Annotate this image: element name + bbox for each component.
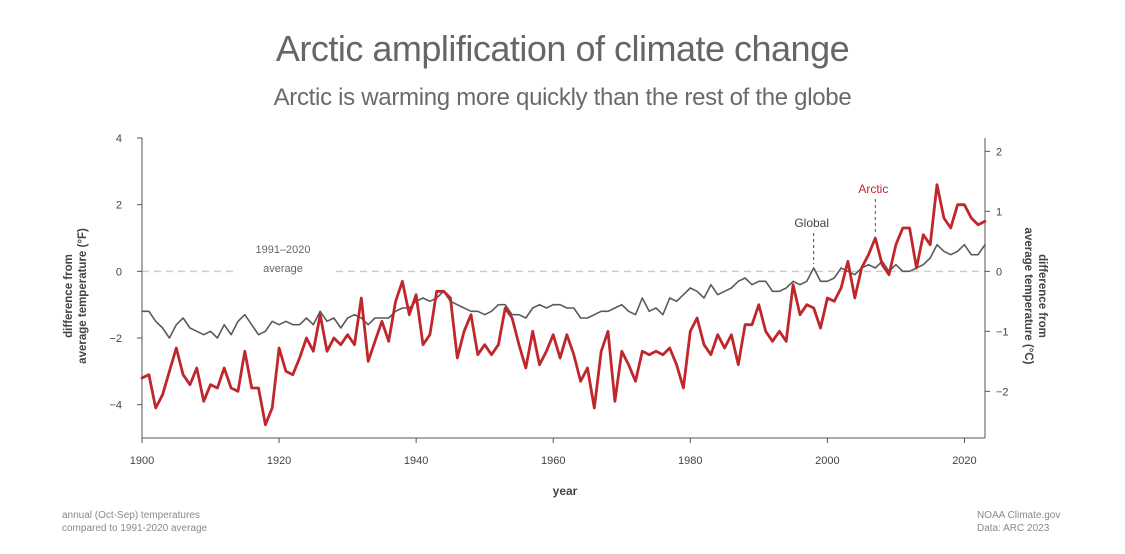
right-y-tick-label: 1 (996, 206, 1002, 218)
left-y-tick-label: 2 (116, 200, 122, 212)
baseline-label-line-1: 1991–2020 (255, 244, 310, 256)
right-y-tick-label: −1 (996, 326, 1009, 338)
x-axis-title: year (553, 484, 578, 498)
global-annotation-label: Global (794, 216, 829, 230)
x-tick-label: 1960 (541, 455, 565, 467)
footnote-left-line-1: annual (Oct-Sep) temperatures (62, 510, 200, 521)
footnote-left-line-2: compared to 1991-2020 average (62, 523, 208, 534)
right-y-tick-label: 2 (996, 146, 1002, 158)
left-y-tick-label: 4 (116, 133, 122, 145)
right-y-tick-label: 0 (996, 266, 1002, 278)
x-tick-label: 1920 (267, 455, 291, 467)
right-y-axis-title-line: average temperature (°C) (1022, 228, 1034, 365)
footnote-right: NOAA Climate.gov Data: ARC 2023 (977, 509, 1060, 535)
right-y-tick-label: −2 (996, 386, 1009, 398)
left-y-tick-label: 0 (116, 266, 122, 278)
right-y-axis-title-line: difference from (1036, 254, 1048, 338)
x-tick-label: 2020 (952, 455, 976, 467)
left-y-tick-label: −2 (109, 333, 122, 345)
footnote-credit: NOAA Climate.gov (977, 510, 1061, 521)
left-y-axis-title-line: difference from (63, 254, 75, 338)
arctic-annotation-label: Arctic (858, 182, 888, 196)
baseline-label-line-2: average (263, 263, 303, 275)
arctic-series-line (140, 183, 987, 427)
right-y-axis-title: difference fromaverage temperature (°C) (1022, 228, 1048, 365)
left-y-tick-label: −4 (109, 400, 122, 412)
chart-title: Arctic amplification of climate change (275, 28, 850, 69)
global-series-line (141, 243, 986, 339)
footnote-data-source: Data: ARC 2023 (977, 523, 1050, 534)
left-y-axis-title: difference from average temperature (°F) (63, 228, 89, 364)
x-tick-label: 2000 (815, 455, 839, 467)
left-y-axis-title-line: average temperature (°F) (77, 228, 89, 364)
x-tick-label: 1940 (404, 455, 428, 467)
x-tick-label: 1980 (678, 455, 702, 467)
chart-subtitle: Arctic is warming more quickly than the … (273, 84, 852, 111)
footnote-left: annual (Oct-Sep) temperatures compared t… (62, 509, 207, 535)
x-tick-label: 1900 (130, 455, 154, 467)
